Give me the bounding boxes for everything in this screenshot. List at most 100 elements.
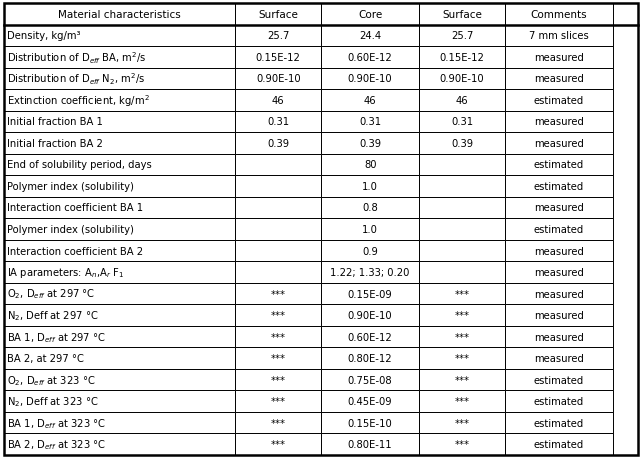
Bar (4, 90, 236, 112)
Text: 0.45E-09: 0.45E-09 (348, 396, 392, 406)
Bar (236, 4, 321, 25)
Text: Material characteristics: Material characteristics (58, 10, 181, 20)
Text: Interaction coefficient BA 2: Interaction coefficient BA 2 (7, 246, 143, 256)
Bar (505, 412, 612, 434)
Text: 25.7: 25.7 (451, 31, 473, 41)
Text: O$_2$, D$_{eff}$ at 297 °C: O$_2$, D$_{eff}$ at 297 °C (7, 287, 96, 301)
Text: BA 2, at 297 °C: BA 2, at 297 °C (7, 353, 84, 364)
Bar (505, 25, 612, 47)
Bar (419, 25, 505, 47)
Bar (505, 219, 612, 240)
Text: ***: *** (455, 289, 469, 299)
Bar (419, 176, 505, 197)
Text: 0.60E-12: 0.60E-12 (348, 332, 392, 342)
Text: 0.39: 0.39 (451, 139, 473, 149)
Text: Density, kg/m³: Density, kg/m³ (7, 31, 80, 41)
Bar (419, 133, 505, 154)
Text: 46: 46 (364, 95, 376, 106)
Bar (321, 283, 419, 305)
Text: 0.80E-12: 0.80E-12 (348, 353, 392, 364)
Text: 0.75E-08: 0.75E-08 (348, 375, 392, 385)
Bar (321, 47, 419, 68)
Bar (505, 68, 612, 90)
Bar (419, 197, 505, 219)
Text: Surface: Surface (258, 10, 298, 20)
Bar (505, 133, 612, 154)
Bar (419, 219, 505, 240)
Text: 0.15E-12: 0.15E-12 (256, 53, 300, 63)
Bar (236, 197, 321, 219)
Bar (4, 262, 236, 283)
Text: 0.31: 0.31 (267, 117, 290, 127)
Bar (236, 412, 321, 434)
Text: Core: Core (358, 10, 382, 20)
Text: 0.15E-12: 0.15E-12 (440, 53, 485, 63)
Bar (236, 283, 321, 305)
Bar (419, 305, 505, 326)
Bar (505, 326, 612, 347)
Text: estimated: estimated (534, 439, 584, 449)
Bar (4, 347, 236, 369)
Bar (505, 262, 612, 283)
Bar (236, 347, 321, 369)
Text: ***: *** (271, 332, 286, 342)
Text: 1.0: 1.0 (362, 224, 378, 235)
Bar (236, 90, 321, 112)
Bar (419, 434, 505, 455)
Bar (419, 68, 505, 90)
Bar (236, 112, 321, 133)
Text: 0.80E-11: 0.80E-11 (348, 439, 392, 449)
Text: Surface: Surface (442, 10, 482, 20)
Text: Distribution of D$_{eff}$ N$_2$, m$^2$/s: Distribution of D$_{eff}$ N$_2$, m$^2$/s (7, 72, 145, 87)
Text: 0.8: 0.8 (362, 203, 378, 213)
Text: measured: measured (534, 353, 584, 364)
Bar (236, 326, 321, 347)
Bar (4, 240, 236, 262)
Bar (236, 176, 321, 197)
Text: 0.39: 0.39 (267, 139, 290, 149)
Text: Interaction coefficient BA 1: Interaction coefficient BA 1 (7, 203, 143, 213)
Text: 0.9: 0.9 (362, 246, 378, 256)
Bar (4, 283, 236, 305)
Bar (505, 176, 612, 197)
Bar (505, 434, 612, 455)
Bar (4, 434, 236, 455)
Text: 0.31: 0.31 (359, 117, 381, 127)
Bar (4, 391, 236, 412)
Text: Extinction coefficient, kg/m$^2$: Extinction coefficient, kg/m$^2$ (7, 93, 150, 108)
Bar (505, 369, 612, 391)
Bar (419, 90, 505, 112)
Text: 46: 46 (272, 95, 284, 106)
Bar (321, 305, 419, 326)
Bar (419, 262, 505, 283)
Text: N$_2$, Deff at 323 °C: N$_2$, Deff at 323 °C (7, 394, 99, 408)
Bar (419, 47, 505, 68)
Bar (321, 176, 419, 197)
Bar (419, 326, 505, 347)
Text: ***: *** (455, 418, 469, 428)
Text: 0.39: 0.39 (359, 139, 381, 149)
Text: N$_2$, Deff at 297 °C: N$_2$, Deff at 297 °C (7, 308, 98, 322)
Bar (505, 90, 612, 112)
Bar (4, 68, 236, 90)
Bar (321, 68, 419, 90)
Text: estimated: estimated (534, 375, 584, 385)
Bar (4, 176, 236, 197)
Bar (4, 133, 236, 154)
Bar (4, 25, 236, 47)
Text: estimated: estimated (534, 396, 584, 406)
Text: measured: measured (534, 289, 584, 299)
Bar (321, 347, 419, 369)
Bar (236, 369, 321, 391)
Bar (505, 347, 612, 369)
Bar (419, 283, 505, 305)
Text: 0.90E-10: 0.90E-10 (348, 310, 392, 320)
Text: 0.15E-10: 0.15E-10 (348, 418, 392, 428)
Text: 25.7: 25.7 (267, 31, 290, 41)
Text: 0.31: 0.31 (451, 117, 473, 127)
Bar (4, 112, 236, 133)
Text: 7 mm slices: 7 mm slices (529, 31, 589, 41)
Text: ***: *** (455, 310, 469, 320)
Bar (321, 90, 419, 112)
Bar (321, 412, 419, 434)
